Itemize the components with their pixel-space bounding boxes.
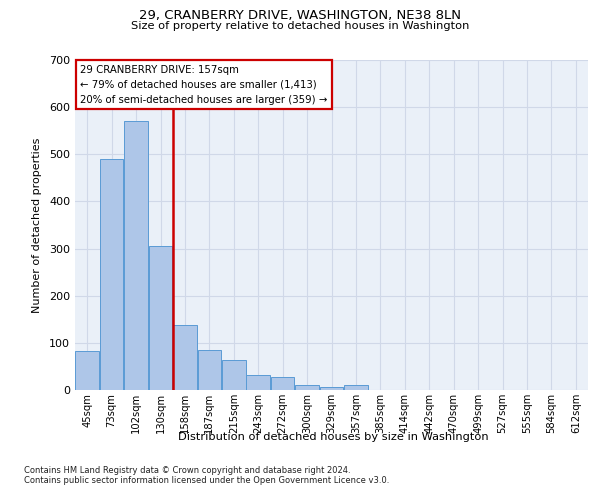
Bar: [124, 122, 148, 390]
Bar: [149, 246, 172, 390]
Bar: [222, 360, 245, 390]
Text: 29 CRANBERRY DRIVE: 157sqm
← 79% of detached houses are smaller (1,413)
20% of s: 29 CRANBERRY DRIVE: 157sqm ← 79% of deta…: [80, 65, 328, 104]
Bar: [197, 350, 221, 390]
Bar: [344, 386, 368, 390]
Bar: [173, 326, 197, 390]
Text: Size of property relative to detached houses in Washington: Size of property relative to detached ho…: [131, 21, 469, 31]
Text: Contains HM Land Registry data © Crown copyright and database right 2024.: Contains HM Land Registry data © Crown c…: [24, 466, 350, 475]
Bar: [320, 386, 343, 390]
Text: Contains public sector information licensed under the Open Government Licence v3: Contains public sector information licen…: [24, 476, 389, 485]
Bar: [100, 159, 124, 390]
Bar: [271, 378, 295, 390]
Text: 29, CRANBERRY DRIVE, WASHINGTON, NE38 8LN: 29, CRANBERRY DRIVE, WASHINGTON, NE38 8L…: [139, 9, 461, 22]
Bar: [295, 386, 319, 390]
Bar: [76, 351, 99, 390]
Bar: [247, 375, 270, 390]
Text: Distribution of detached houses by size in Washington: Distribution of detached houses by size …: [178, 432, 488, 442]
Y-axis label: Number of detached properties: Number of detached properties: [32, 138, 42, 312]
